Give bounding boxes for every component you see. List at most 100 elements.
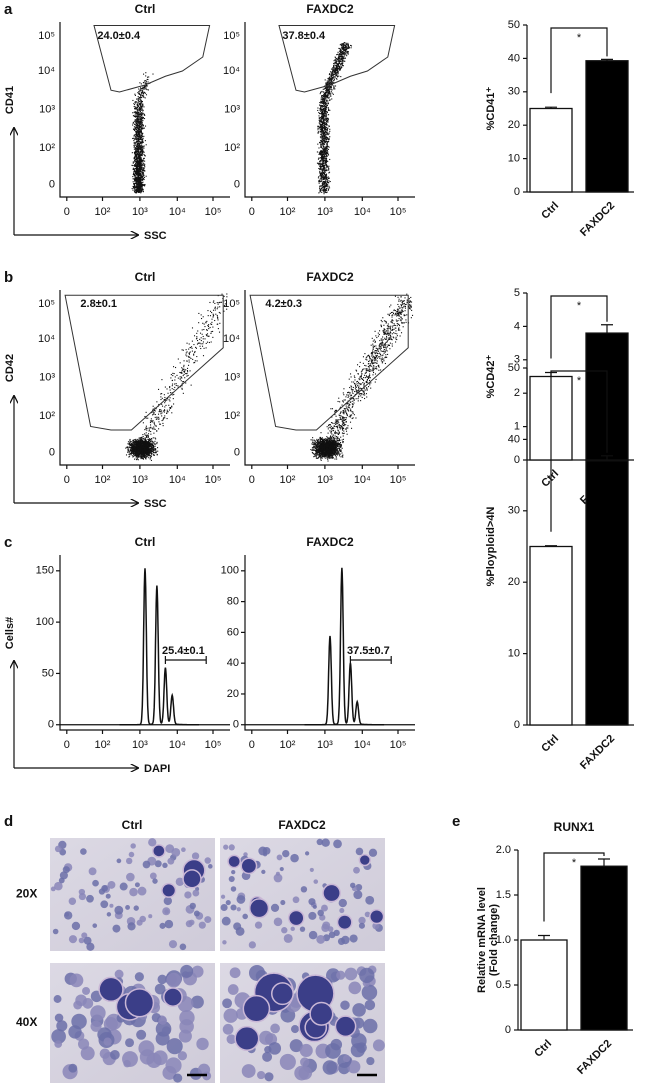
event-dot	[162, 422, 164, 424]
event-dot	[322, 143, 324, 145]
event-dot	[131, 443, 133, 445]
event-dot	[144, 166, 146, 168]
event-dot	[322, 151, 324, 153]
event-dot	[134, 116, 136, 118]
event-dot	[335, 60, 337, 62]
event-dot	[135, 151, 137, 154]
event-dot	[326, 131, 328, 133]
event-dot	[318, 179, 320, 182]
event-dot	[318, 153, 320, 155]
event-dot	[332, 68, 334, 70]
event-dot	[194, 350, 196, 353]
event-dot	[141, 181, 143, 184]
event-dot	[326, 119, 328, 122]
event-dot	[137, 455, 140, 457]
event-dot	[134, 171, 136, 173]
event-dot	[139, 135, 141, 137]
event-dot	[320, 91, 322, 93]
event-dot	[143, 453, 145, 455]
event-dot	[136, 136, 138, 138]
event-dot	[137, 161, 139, 163]
event-dot	[325, 149, 327, 151]
event-dot	[147, 441, 150, 443]
event-dot	[190, 384, 192, 386]
event-dot	[131, 451, 133, 454]
event-dot	[339, 53, 341, 55]
event-dot	[324, 176, 326, 178]
event-dot	[333, 69, 335, 71]
event-dot	[137, 180, 140, 182]
event-dot	[138, 132, 140, 134]
event-dot	[202, 335, 204, 338]
event-dot	[326, 96, 328, 98]
event-dot	[136, 163, 138, 166]
y-tick-label: 10²	[39, 142, 55, 154]
event-dot	[142, 118, 144, 120]
event-dot	[347, 45, 349, 47]
event-dot	[136, 119, 138, 121]
event-dot	[138, 166, 140, 168]
event-dot	[322, 102, 324, 104]
event-dot	[343, 50, 345, 52]
event-dot	[133, 173, 135, 175]
y-tick-label: 10⁵	[223, 30, 240, 42]
bar	[585, 60, 629, 193]
event-dot	[134, 458, 136, 460]
event-dot	[142, 81, 144, 84]
event-dot	[138, 189, 140, 191]
event-dot	[141, 123, 143, 125]
event-dot	[138, 131, 140, 133]
event-dot	[137, 180, 139, 182]
gate	[93, 25, 211, 93]
event-dot	[317, 109, 319, 112]
event-dot	[141, 163, 143, 165]
event-dot	[332, 93, 334, 95]
event-dot	[322, 166, 325, 168]
event-dot	[322, 165, 324, 167]
event-dot	[323, 172, 326, 174]
event-dot	[322, 162, 324, 164]
event-dot	[140, 438, 142, 440]
event-dot	[316, 162, 319, 164]
event-dot	[134, 136, 136, 138]
event-dot	[346, 47, 348, 49]
event-dot	[138, 453, 140, 455]
event-dot	[127, 451, 129, 454]
event-dot	[199, 342, 201, 344]
event-dot	[325, 186, 327, 188]
event-dot	[319, 162, 321, 165]
event-dot	[338, 65, 341, 67]
event-dot	[324, 183, 326, 185]
event-dot	[136, 458, 139, 460]
event-dot	[132, 181, 134, 183]
event-dot	[132, 178, 134, 180]
event-dot	[348, 47, 350, 49]
event-dot	[138, 440, 140, 442]
event-dot	[149, 458, 151, 460]
event-dot	[136, 146, 138, 148]
event-dot	[325, 177, 328, 179]
event-dot	[137, 156, 139, 158]
event-dot	[326, 124, 328, 126]
event-dot	[321, 126, 324, 128]
event-dot	[140, 158, 142, 161]
event-dot	[139, 184, 141, 186]
event-dot	[338, 54, 340, 56]
event-dot	[326, 87, 328, 89]
event-dot	[138, 133, 140, 135]
event-dot	[328, 92, 330, 94]
event-dot	[146, 429, 148, 431]
event-dot	[139, 131, 141, 133]
event-dot	[155, 425, 157, 427]
event-dot	[138, 182, 140, 184]
event-dot	[141, 109, 144, 111]
event-dot	[208, 324, 210, 326]
event-dot	[319, 130, 321, 132]
event-dot	[139, 110, 141, 112]
event-dot	[135, 120, 137, 122]
event-dot	[140, 154, 142, 156]
event-dot	[335, 70, 337, 72]
y-tick-label: 10³	[39, 103, 55, 115]
event-dot	[138, 183, 140, 185]
event-dot	[139, 452, 141, 454]
